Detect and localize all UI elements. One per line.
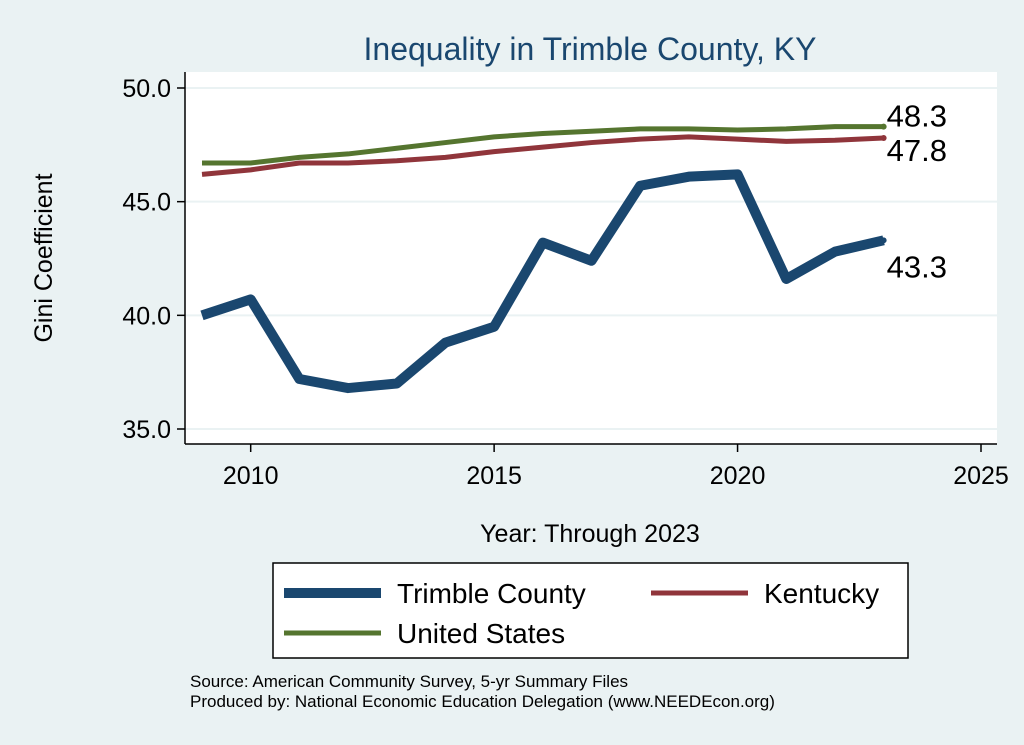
end-label: 43.3 <box>887 249 947 284</box>
y-tick-label: 50.0 <box>122 75 171 103</box>
x-tick-label: 2010 <box>223 462 279 490</box>
legend-items: Trimble County Kentucky United States <box>284 578 879 649</box>
legend <box>272 562 909 659</box>
gridlines <box>185 87 997 430</box>
end-labels: 43.3 47.848.3 <box>880 99 947 284</box>
end-label: 47.8 <box>887 133 947 168</box>
series-line-trimble-county <box>200 169 885 394</box>
end-marker <box>880 123 887 130</box>
end-label: 48.3 <box>887 99 947 134</box>
x-axis-title: Year: Through 2023 <box>480 520 700 548</box>
legend-label: United States <box>397 618 565 649</box>
x-tick-label: 2025 <box>953 462 1009 490</box>
x-tick-label: 2015 <box>466 462 522 490</box>
y-axis-title: Gini Coefficient <box>30 173 58 342</box>
series-lines <box>200 124 885 394</box>
legend-label: Trimble County <box>397 578 586 609</box>
end-marker <box>880 135 887 142</box>
y-tick-label: 35.0 <box>122 416 171 444</box>
chart-title: Inequality in Trimble County, KY <box>364 31 817 67</box>
series-line-united-states <box>202 124 884 166</box>
y-tick-label: 40.0 <box>122 302 171 330</box>
x-tick-label: 2020 <box>710 462 766 490</box>
end-marker <box>880 237 887 244</box>
produced-by-note: Produced by: National Economic Education… <box>190 692 775 711</box>
source-note: Source: American Community Survey, 5-yr … <box>190 672 628 691</box>
legend-label: Kentucky <box>764 578 879 609</box>
x-ticks: 2010 2015 2020 2025 <box>223 444 1009 490</box>
y-ticks: 35.0 40.0 45.0 50.0 <box>122 75 185 444</box>
y-tick-label: 45.0 <box>122 189 171 217</box>
series-line-kentucky <box>201 134 884 177</box>
